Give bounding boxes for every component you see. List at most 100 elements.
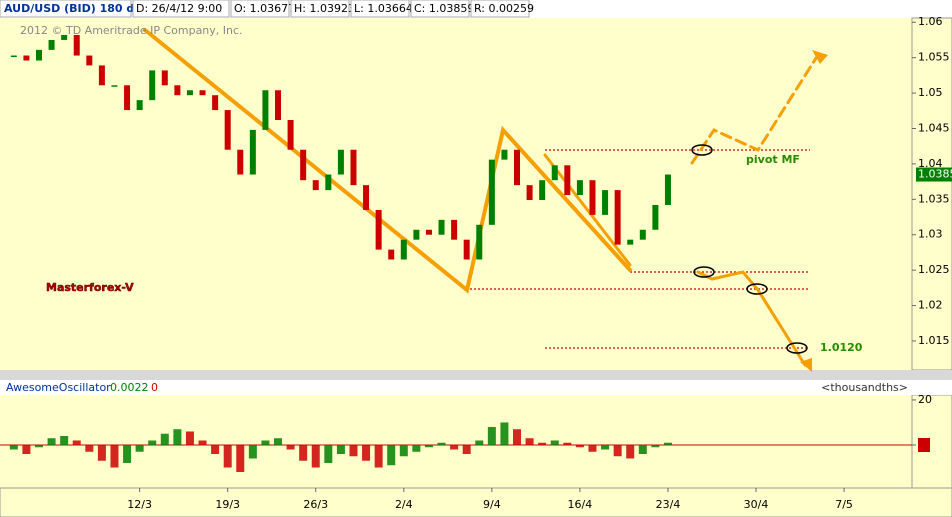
oscillator-bar [500,422,509,445]
oscillator-unit: <thousandths> [821,381,908,394]
oscillator-readout: 0.0022 [110,381,149,394]
oscillator-bar [575,444,584,448]
oscillator-bar [47,438,56,445]
candle [375,209,382,250]
y-tick-label: 1.02 [918,299,943,312]
wave-line [543,153,632,267]
oscillator-bar [374,444,383,468]
candle [98,65,105,86]
x-tick-label: 12/3 [127,498,152,511]
quote-field: R: 0.00259 [474,2,534,15]
candle [526,185,533,201]
oscillator-bar [513,429,522,445]
candle [48,39,55,50]
candle [61,34,68,40]
target-label: 1.0120 [820,341,863,354]
candle [463,239,470,260]
oscillator-bar [173,429,182,445]
candle [275,90,282,120]
oscillator-bar [638,444,647,454]
oscillator-header [0,380,952,395]
candle [237,149,244,175]
y-tick-label: 1.04 [918,157,943,170]
candle [388,249,395,260]
oscillator-bar [110,444,119,468]
oscillator-bar [387,444,396,466]
oscillator-bar [437,442,446,445]
candle [287,119,294,150]
zero-marker [918,437,930,452]
oscillator-bar [248,444,257,459]
oscillator-bar [550,440,559,445]
candle [425,229,432,235]
quote-box [230,0,290,18]
oscillator-bar [311,444,320,468]
oscillator-bar [462,444,471,454]
y-tick-label: 1.035 [918,192,950,205]
oscillator-bar [601,444,610,450]
pivot-markers [691,144,808,354]
oscillator-readout: 0 [151,381,158,394]
oscillator-bar [22,444,31,454]
quote-box [290,0,350,18]
oscillator-bar [85,444,94,452]
candle [149,70,156,101]
oscillator-bar [148,440,157,445]
x-tick-label: 2/4 [395,498,413,511]
x-tick-label: 19/3 [215,498,240,511]
y-tick-label: 1.055 [918,51,950,64]
y-tick-label: 1.025 [918,263,950,276]
oscillator-bar [538,442,547,445]
oscillator-bar [34,444,43,448]
symbol-title: AUD/USD (BID) 180 d 4h [4,2,154,15]
candle [161,70,168,86]
header-box [0,0,132,18]
x-tick-label: 30/4 [744,498,769,511]
candle [539,180,546,201]
oscillator-bar [97,444,106,461]
candle [136,100,143,111]
candle [35,49,42,61]
candle [325,174,332,191]
arrow-head [800,358,812,372]
candle [199,90,206,96]
oscillator-bar [299,444,308,461]
oscillator-title: AwesomeOscillator [6,381,111,394]
oscillator-bar [349,444,358,457]
oscillator-bar [135,444,144,452]
candle [23,55,30,61]
oscillator-bar [223,444,232,468]
pivot-label: pivot MF [746,153,800,166]
quote-field: C: 1.03859 [414,2,474,15]
oscillator-bar [160,433,169,445]
candle [73,34,80,56]
oscillator-bar [663,442,672,445]
candle [564,165,571,196]
candle [300,149,307,181]
candle [312,180,319,191]
oscillator-bar [362,444,371,461]
oscillator-bar [626,444,635,459]
oscillator-bar [525,438,534,445]
candle [262,90,269,130]
candle [627,239,634,245]
oscillator-bar [563,442,572,445]
candle [337,149,344,175]
oscillator-bar [261,440,270,445]
pivot-marker [691,144,713,156]
y-tick-label: 1.015 [918,334,950,347]
candle [501,149,508,160]
pivot-marker [746,283,768,295]
x-tick-label: 7/5 [835,498,853,511]
forecast-line [690,53,820,165]
oscillator-bar [424,444,433,448]
quote-box [132,0,230,18]
candle [602,190,609,215]
candle [186,90,193,96]
candle [639,229,646,240]
candle [614,190,621,245]
quote-field: H: 1.03923 [294,2,355,15]
pivot-marker [786,342,808,354]
candle [488,159,495,225]
